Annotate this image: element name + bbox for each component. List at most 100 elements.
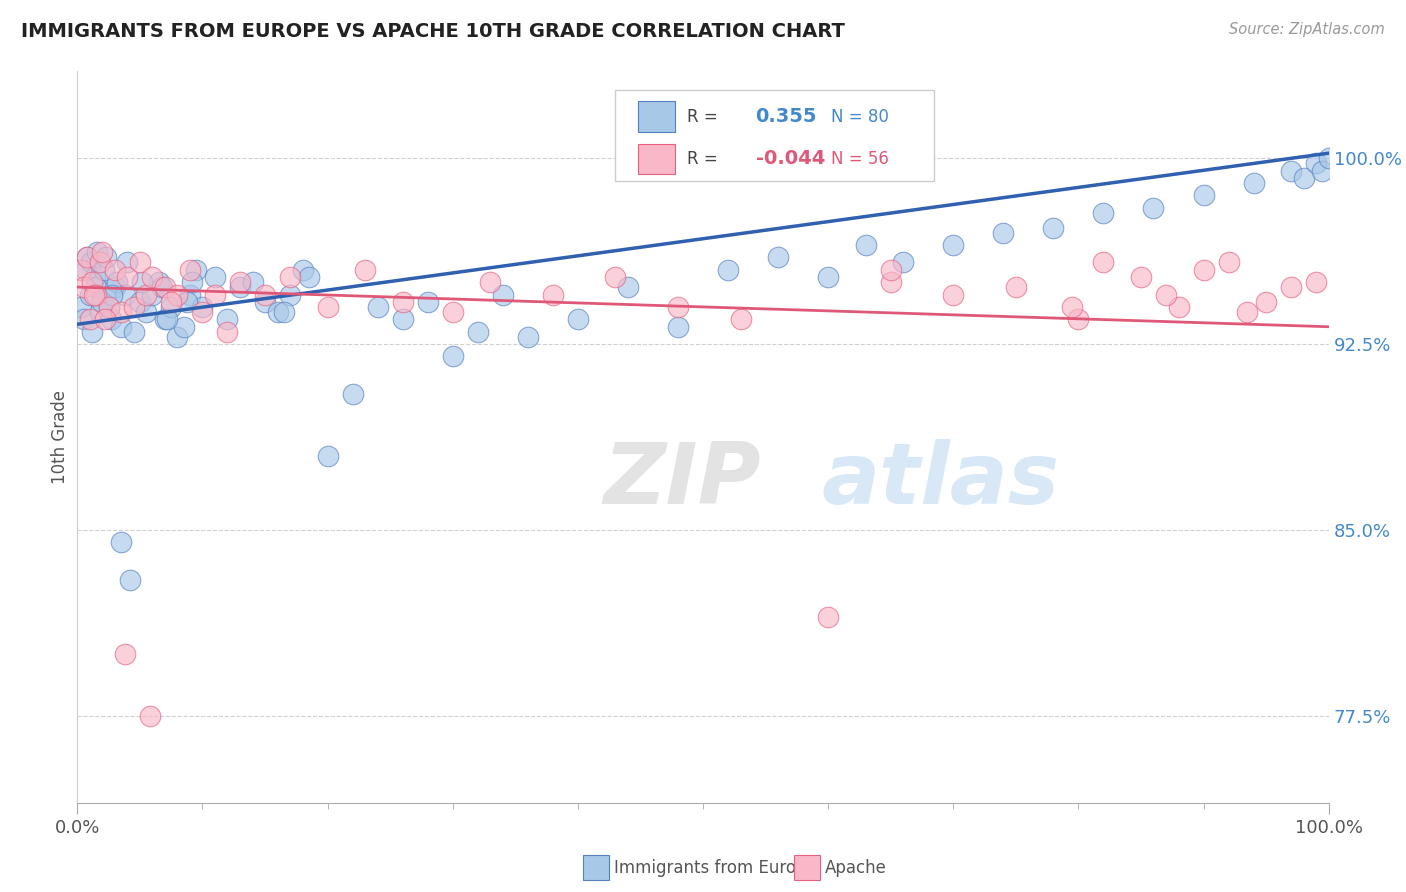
Point bbox=[91, 245, 114, 260]
Point bbox=[104, 262, 127, 277]
Point bbox=[91, 295, 114, 310]
Point bbox=[117, 255, 139, 269]
Point bbox=[166, 329, 188, 343]
Point bbox=[1092, 255, 1115, 269]
Point bbox=[135, 305, 157, 319]
Point bbox=[83, 270, 105, 285]
Point bbox=[79, 287, 101, 301]
Point bbox=[89, 305, 111, 319]
Point bbox=[1142, 201, 1164, 215]
Text: R =: R = bbox=[686, 108, 723, 126]
Point bbox=[254, 287, 277, 301]
Point bbox=[1154, 287, 1177, 301]
Text: N = 56: N = 56 bbox=[831, 150, 889, 168]
Point bbox=[117, 270, 139, 285]
Point bbox=[83, 287, 105, 301]
Point bbox=[129, 295, 152, 310]
Point bbox=[114, 647, 136, 661]
Point bbox=[278, 270, 301, 285]
Point bbox=[89, 255, 111, 269]
Point bbox=[156, 312, 179, 326]
Point bbox=[942, 287, 965, 301]
Point bbox=[266, 305, 288, 319]
Point bbox=[1305, 156, 1327, 170]
Point bbox=[1317, 151, 1340, 165]
Point bbox=[316, 449, 339, 463]
Text: Apache: Apache bbox=[825, 859, 887, 877]
Point bbox=[441, 350, 464, 364]
Point bbox=[70, 262, 93, 277]
Point bbox=[204, 270, 226, 285]
Text: -0.044: -0.044 bbox=[755, 150, 825, 169]
Point bbox=[122, 300, 145, 314]
Point bbox=[229, 280, 252, 294]
Point bbox=[135, 287, 157, 301]
Point bbox=[541, 287, 564, 301]
Point bbox=[605, 270, 627, 285]
Point bbox=[79, 312, 101, 326]
Point bbox=[467, 325, 489, 339]
Point bbox=[94, 250, 117, 264]
Point bbox=[1292, 171, 1315, 186]
Point bbox=[141, 270, 163, 285]
Point bbox=[75, 262, 97, 277]
Text: 0.355: 0.355 bbox=[755, 107, 817, 127]
Point bbox=[204, 287, 226, 301]
Point bbox=[1062, 300, 1084, 314]
Point bbox=[70, 300, 93, 314]
Point bbox=[229, 275, 252, 289]
Point bbox=[1067, 312, 1090, 326]
Point bbox=[141, 287, 163, 301]
Point bbox=[1005, 280, 1028, 294]
Point bbox=[173, 319, 195, 334]
Point bbox=[72, 312, 94, 326]
Point bbox=[1312, 163, 1334, 178]
Point bbox=[166, 287, 188, 301]
Point bbox=[891, 255, 914, 269]
Point bbox=[160, 300, 183, 314]
FancyBboxPatch shape bbox=[616, 90, 935, 181]
Point bbox=[666, 319, 689, 334]
Point bbox=[97, 300, 120, 314]
Point bbox=[254, 295, 277, 310]
Point bbox=[160, 295, 183, 310]
Point bbox=[567, 312, 589, 326]
Point bbox=[273, 305, 295, 319]
Text: atlas: atlas bbox=[823, 440, 1060, 523]
Point bbox=[880, 275, 903, 289]
Point bbox=[179, 287, 201, 301]
Point bbox=[391, 312, 413, 326]
Text: R =: R = bbox=[686, 150, 723, 168]
Point bbox=[1092, 205, 1115, 219]
Point bbox=[176, 295, 198, 310]
Point bbox=[316, 300, 339, 314]
Point bbox=[1279, 163, 1302, 178]
Point bbox=[118, 573, 141, 587]
Point bbox=[367, 300, 389, 314]
Point bbox=[416, 295, 439, 310]
Point bbox=[217, 325, 239, 339]
Point bbox=[492, 287, 515, 301]
Y-axis label: 10th Grade: 10th Grade bbox=[51, 390, 69, 484]
Point bbox=[153, 280, 176, 294]
Point bbox=[730, 312, 752, 326]
Text: Immigrants from Europe: Immigrants from Europe bbox=[614, 859, 817, 877]
Point bbox=[114, 287, 136, 301]
Text: ZIP: ZIP bbox=[603, 440, 761, 523]
Point bbox=[441, 305, 464, 319]
Point bbox=[479, 275, 502, 289]
Point bbox=[291, 262, 314, 277]
Point bbox=[110, 535, 132, 549]
Point bbox=[993, 226, 1015, 240]
Point bbox=[278, 287, 301, 301]
Point bbox=[1218, 255, 1240, 269]
Point bbox=[100, 312, 122, 326]
Point bbox=[72, 280, 94, 294]
Point bbox=[191, 305, 214, 319]
Point bbox=[80, 255, 103, 269]
Point bbox=[97, 300, 120, 314]
Point bbox=[153, 312, 176, 326]
Point bbox=[217, 312, 239, 326]
Point bbox=[186, 262, 208, 277]
Point bbox=[94, 312, 117, 326]
